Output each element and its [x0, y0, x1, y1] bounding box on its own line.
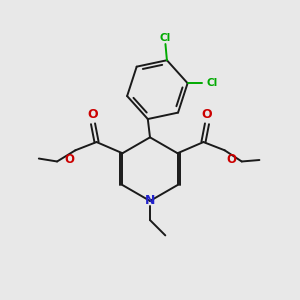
Text: O: O: [226, 153, 236, 166]
Text: Cl: Cl: [160, 33, 171, 43]
Text: O: O: [64, 153, 74, 166]
Text: Cl: Cl: [207, 78, 218, 88]
Text: N: N: [145, 194, 155, 207]
Text: O: O: [88, 108, 98, 121]
Text: O: O: [202, 108, 212, 121]
